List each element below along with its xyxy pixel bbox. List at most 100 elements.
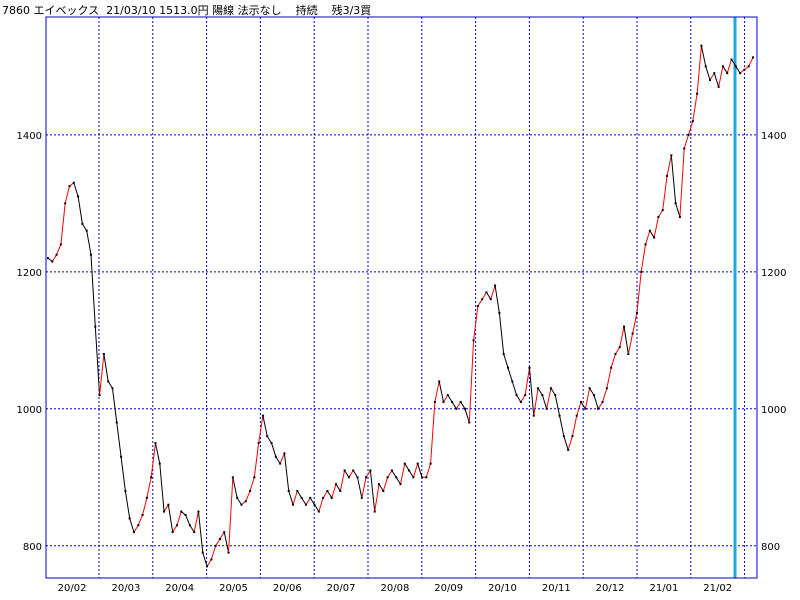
segment-50 xyxy=(258,415,264,444)
point-149 xyxy=(687,133,690,136)
point-41 xyxy=(223,531,226,534)
point-87 xyxy=(420,476,423,479)
segment-103 xyxy=(486,292,492,300)
segment-119 xyxy=(554,395,561,416)
point-37 xyxy=(206,565,209,568)
segment-151 xyxy=(692,93,698,122)
method-label: 法示なし xyxy=(237,4,282,17)
point-7 xyxy=(77,195,80,198)
segment-33 xyxy=(185,514,191,526)
point-43 xyxy=(231,476,234,479)
segment-57 xyxy=(288,490,294,505)
point-27 xyxy=(163,510,166,513)
price-line xyxy=(47,45,754,567)
stock-name: エイベックス xyxy=(33,4,100,17)
segment-87 xyxy=(417,463,423,478)
point-23 xyxy=(145,496,148,499)
point-53 xyxy=(274,455,277,458)
point-57 xyxy=(292,503,295,506)
xtick-20/10: 20/10 xyxy=(488,583,517,594)
segment-63 xyxy=(314,504,320,512)
point-72 xyxy=(356,476,359,479)
point-129 xyxy=(601,400,604,403)
segment-20 xyxy=(129,518,135,533)
segment-94 xyxy=(447,394,453,403)
segment-153 xyxy=(700,45,707,67)
segment-156 xyxy=(713,73,720,88)
segment-84 xyxy=(404,463,410,471)
segment-60 xyxy=(301,497,307,505)
point-92 xyxy=(442,400,445,403)
segment-147 xyxy=(675,203,681,218)
point-15 xyxy=(111,387,114,390)
point-120 xyxy=(562,435,565,438)
point-122 xyxy=(571,435,574,438)
point-125 xyxy=(584,407,587,410)
point-30 xyxy=(175,524,178,527)
point-19 xyxy=(128,517,131,520)
point-80 xyxy=(390,469,393,472)
point-13 xyxy=(102,353,105,356)
segment-146 xyxy=(670,155,677,204)
point-137 xyxy=(635,311,638,314)
segment-134 xyxy=(619,326,625,348)
point-121 xyxy=(567,448,570,451)
point-110 xyxy=(519,400,522,403)
segment-47 xyxy=(245,490,251,502)
segment-157 xyxy=(718,66,724,87)
point-35 xyxy=(197,510,200,513)
point-61 xyxy=(309,496,312,499)
position-label: 残3/3買 xyxy=(331,4,372,17)
segment-37 xyxy=(202,552,208,567)
segment-59 xyxy=(296,490,303,499)
point-4 xyxy=(64,202,67,205)
ytick-left-1000: 1000 xyxy=(17,405,42,416)
point-147 xyxy=(678,216,681,219)
segment-96 xyxy=(455,401,462,410)
segment-122 xyxy=(567,436,573,451)
segment-161 xyxy=(735,66,741,74)
point-107 xyxy=(506,366,509,369)
point-17 xyxy=(120,455,123,458)
segment-133 xyxy=(615,346,621,355)
segment-130 xyxy=(602,388,608,403)
segment-138 xyxy=(636,271,642,313)
segment-48 xyxy=(249,477,255,492)
segment-76 xyxy=(369,470,376,512)
point-11 xyxy=(94,325,97,328)
segment-97 xyxy=(460,401,466,410)
point-101 xyxy=(481,298,484,301)
segment-7 xyxy=(73,182,79,197)
segment-118 xyxy=(550,387,556,396)
point-143 xyxy=(661,209,664,212)
point-77 xyxy=(378,483,381,486)
segment-112 xyxy=(524,367,530,396)
point-133 xyxy=(618,346,621,349)
point-44 xyxy=(236,496,239,499)
xtick-21/01: 21/01 xyxy=(649,583,678,594)
point-90 xyxy=(433,400,436,403)
segment-131 xyxy=(606,367,612,389)
segment-39 xyxy=(210,545,217,560)
point-150 xyxy=(691,120,694,123)
segment-9 xyxy=(81,223,88,231)
xtick-20/02: 20/02 xyxy=(58,583,87,594)
segment-109 xyxy=(511,381,518,396)
segment-25 xyxy=(150,442,156,478)
point-28 xyxy=(167,503,170,506)
point-134 xyxy=(623,325,626,328)
point-9 xyxy=(85,229,88,232)
point-54 xyxy=(279,462,282,465)
point-74 xyxy=(365,476,368,479)
segment-61 xyxy=(305,497,311,505)
segment-104 xyxy=(490,285,496,300)
segment-10 xyxy=(86,230,92,255)
segment-15 xyxy=(107,381,113,389)
point-119 xyxy=(558,414,561,417)
point-79 xyxy=(386,476,389,479)
point-75 xyxy=(369,469,372,472)
status-label: 持続 xyxy=(295,4,318,17)
price-points xyxy=(47,44,754,568)
point-118 xyxy=(554,394,557,397)
segment-34 xyxy=(189,524,195,533)
